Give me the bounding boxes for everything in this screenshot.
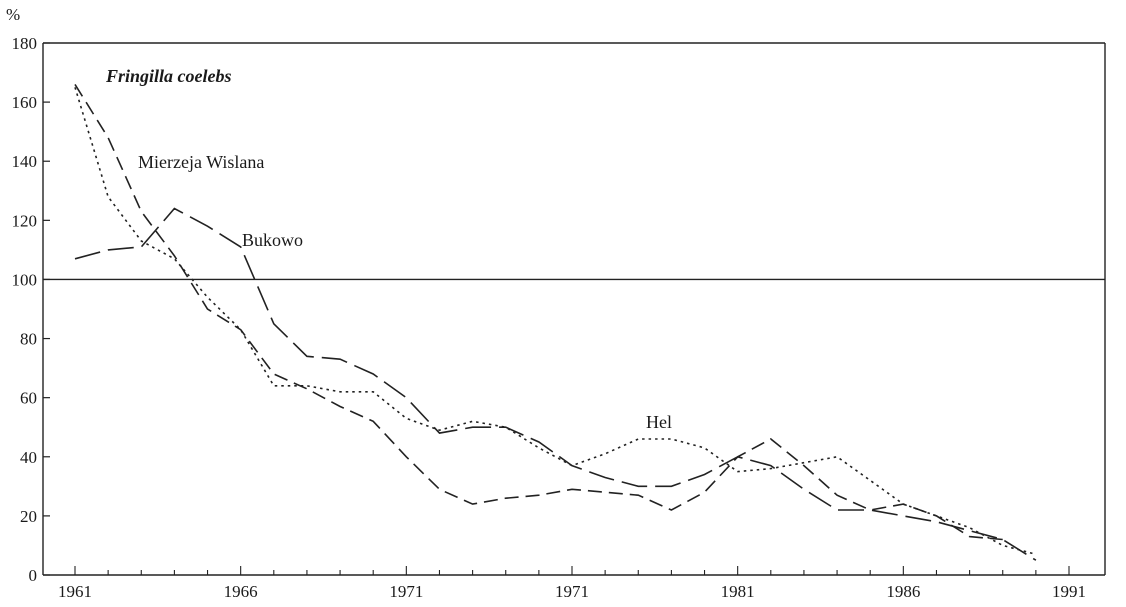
series-label-bukowo: Bukowo (242, 230, 303, 250)
x-tick-label: 1961 (58, 582, 92, 601)
chart-axes: 0 20 40 60 80 100 120 140 160 180 1961 1966 1971 1971… (12, 34, 1106, 601)
y-tick-label: 160 (12, 93, 38, 112)
y-tick-label: 140 (12, 152, 38, 171)
y-tick-label: 40 (20, 448, 37, 467)
y-tick-label: 80 (20, 330, 37, 349)
x-tick-label: 1966 (224, 582, 258, 601)
x-tick-label: 1971 (389, 582, 423, 601)
y-tick-label: 20 (20, 507, 37, 526)
x-tick-label: 1971 (555, 582, 589, 601)
x-tick-label: 1981 (721, 582, 755, 601)
x-tick-label: 1991 (1052, 582, 1086, 601)
y-tick-label: 0 (29, 566, 38, 585)
series-line-mierzeja-wislana (74, 83, 1003, 541)
series-label-hel: Hel (646, 412, 672, 432)
y-tick-label: 180 (12, 34, 38, 53)
series-line-bukowo (74, 207, 1037, 561)
x-tick-label: 1986 (886, 582, 920, 601)
series-labels: Mierzeja Wislana Bukowo Hel (138, 152, 672, 432)
y-axis-unit-label: % (6, 5, 20, 24)
chart-title: Fringilla coelebs (105, 66, 232, 86)
y-tick-label: 120 (12, 211, 38, 230)
y-tick-label: 60 (20, 389, 37, 408)
series-label-mierzeja-wislana: Mierzeja Wislana (138, 152, 264, 172)
series-group (74, 83, 1037, 561)
y-tick-label: 100 (12, 270, 38, 289)
